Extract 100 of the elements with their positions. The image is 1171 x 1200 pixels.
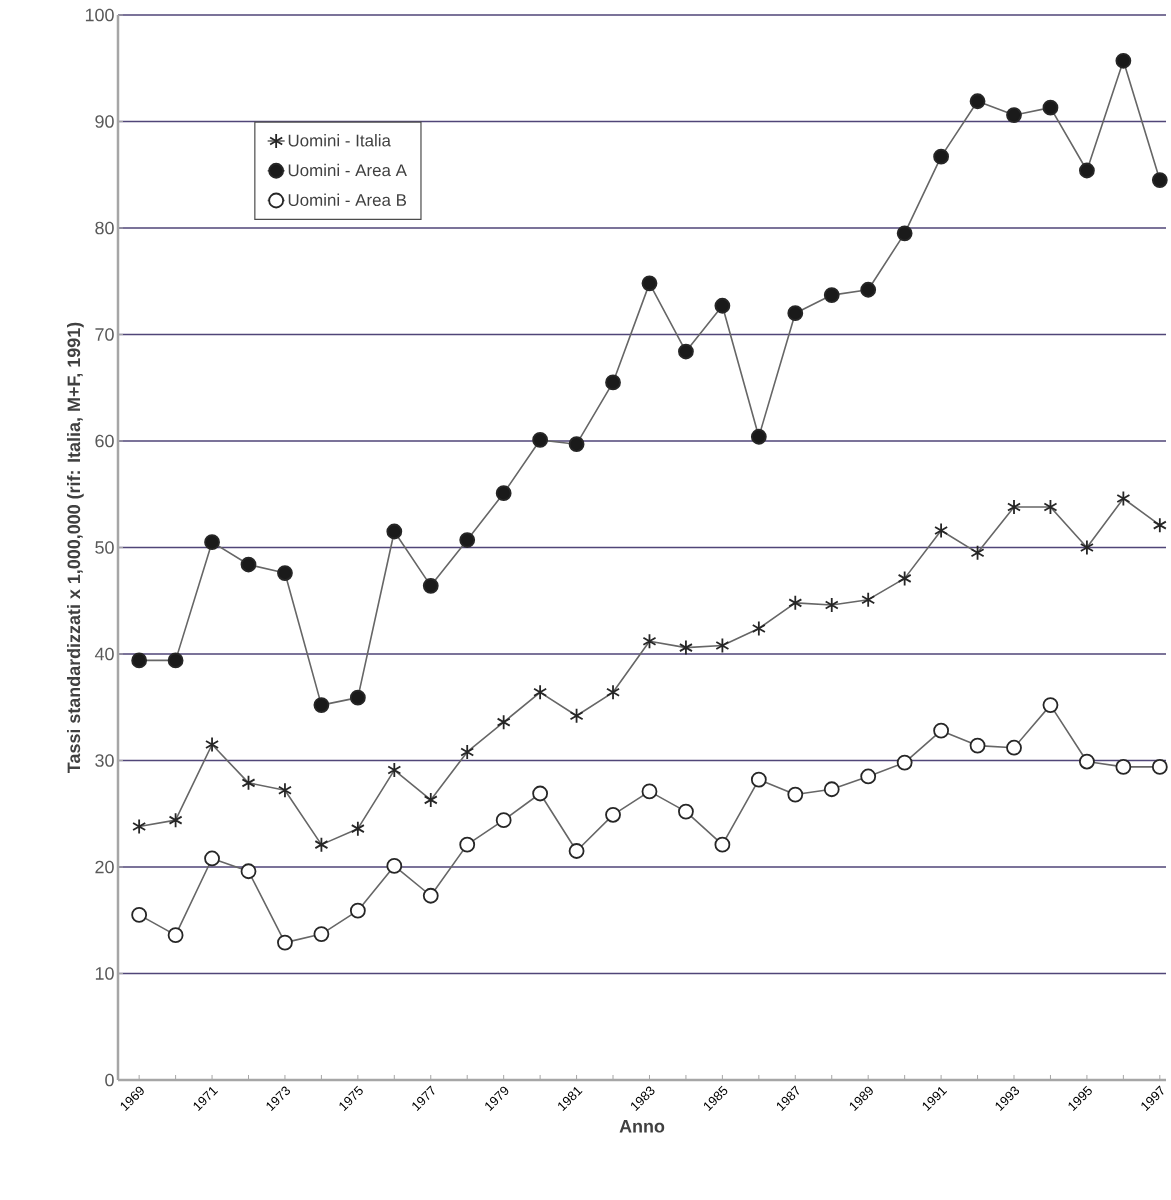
point [787, 786, 804, 803]
point [277, 565, 293, 581]
point [131, 907, 148, 923]
point [1042, 99, 1059, 116]
point [933, 722, 949, 739]
point [241, 774, 256, 791]
point [641, 783, 658, 800]
point [205, 736, 220, 753]
point [934, 522, 949, 539]
point [313, 697, 330, 714]
point [422, 887, 439, 904]
point [496, 714, 511, 731]
point [1115, 52, 1132, 69]
point [605, 374, 621, 391]
point [1079, 539, 1094, 556]
point [970, 544, 985, 561]
point [532, 432, 549, 448]
point [751, 620, 766, 637]
y-tick-label: 0 [105, 1073, 114, 1087]
point [568, 436, 585, 453]
point [606, 684, 620, 701]
point [277, 782, 292, 799]
point [387, 762, 402, 778]
y-tick-label: 80 [95, 221, 114, 235]
point [678, 639, 693, 656]
legend-label: Uomini - Area B [288, 193, 407, 207]
point [969, 93, 986, 110]
point [1079, 162, 1095, 179]
point [1152, 517, 1167, 534]
legend-label: Uomini - Area A [288, 163, 407, 177]
y-tick-label: 50 [95, 541, 114, 554]
point [1006, 107, 1022, 123]
point [824, 597, 839, 613]
point [896, 754, 913, 771]
point [860, 281, 877, 298]
point [1151, 172, 1168, 188]
point [350, 820, 365, 837]
point [168, 812, 183, 829]
point [313, 926, 330, 942]
point [277, 934, 293, 951]
point [860, 768, 877, 785]
point [715, 637, 730, 654]
point [1116, 490, 1131, 507]
point [1079, 753, 1095, 770]
point [568, 843, 585, 859]
point [750, 771, 767, 788]
y-tick-label: 20 [95, 860, 114, 874]
point [896, 225, 913, 242]
point [459, 836, 476, 853]
point [349, 902, 366, 919]
point [1007, 499, 1021, 515]
point [750, 428, 767, 445]
point [240, 556, 257, 573]
point [532, 785, 549, 802]
point [642, 633, 657, 650]
y-tick-label: 10 [95, 967, 114, 980]
point [933, 148, 949, 165]
point [641, 275, 658, 292]
point [131, 652, 148, 669]
point [714, 836, 731, 853]
point [495, 485, 512, 502]
point [349, 689, 366, 706]
point [678, 803, 694, 820]
point [823, 781, 840, 798]
point [678, 343, 694, 360]
point [314, 836, 329, 853]
point [1042, 697, 1059, 714]
y-tick-label: 70 [95, 328, 114, 341]
point [605, 806, 621, 823]
point [132, 818, 147, 835]
point [1151, 758, 1168, 775]
point [240, 863, 257, 880]
point [495, 812, 512, 829]
y-tick-label: 90 [95, 115, 114, 128]
point [569, 707, 584, 724]
point [460, 744, 475, 760]
y-axis-title: Tassi standardizzati x 1,000,000 (rif: Italia, M+F, 1991) [67, 322, 84, 773]
point [788, 594, 803, 611]
point [823, 287, 840, 303]
point [1043, 499, 1058, 515]
y-tick-label: 60 [95, 434, 114, 448]
x-axis-title: Anno [619, 1120, 665, 1133]
point [204, 534, 220, 551]
point [422, 577, 439, 594]
y-tick-label: 40 [94, 647, 114, 661]
point [897, 570, 912, 587]
legend-label: Uomini - Italia [288, 134, 391, 147]
point [969, 737, 986, 754]
point [386, 858, 403, 874]
point [459, 532, 476, 548]
point [714, 297, 731, 314]
point [204, 850, 220, 867]
y-tick-label: 100 [85, 8, 114, 22]
point [423, 792, 438, 808]
y-tick-label: 30 [95, 754, 114, 767]
point [787, 305, 804, 322]
point [386, 523, 403, 540]
point [167, 652, 184, 669]
point [167, 927, 184, 944]
point [1006, 739, 1022, 756]
